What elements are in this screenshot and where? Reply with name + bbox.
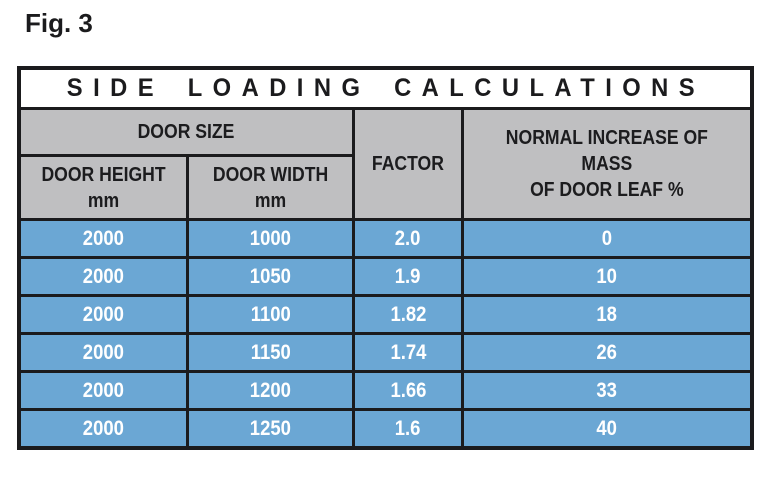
table-row: 2000 1050 1.9 10: [17, 256, 754, 297]
cell-door-height: 2000: [17, 256, 190, 297]
cell-value: 1000: [249, 226, 292, 250]
cell-door-width: 1150: [186, 332, 355, 373]
cell-value: 2000: [83, 416, 125, 440]
table-title-row: SIDE LOADING CALCULATIONS: [17, 66, 754, 110]
cell-door-width: 1100: [186, 294, 355, 335]
cell-value: 1100: [250, 302, 291, 326]
header-factor: FACTOR: [351, 107, 465, 221]
header-door-size: DOOR SIZE: [17, 107, 355, 157]
table-title-cell: SIDE LOADING CALCULATIONS: [17, 66, 754, 110]
cell-value: 0: [601, 226, 613, 250]
cell-value: 1.82: [390, 302, 427, 326]
cell-value: 2.0: [395, 226, 421, 250]
header-door-size-text: DOOR SIZE: [138, 121, 235, 143]
cell-value: 1.74: [390, 340, 427, 364]
cell-value: 2000: [83, 226, 125, 250]
cell-factor: 1.74: [351, 332, 465, 373]
cell-value: 2000: [83, 378, 125, 402]
cell-value: 18: [596, 302, 618, 326]
table-title-text: SIDE LOADING CALCULATIONS: [66, 74, 705, 102]
cell-door-width: 1200: [186, 370, 355, 411]
cell-factor: 1.9: [351, 256, 465, 297]
cell-door-width: 1250: [186, 408, 355, 450]
cell-increase: 18: [461, 294, 754, 335]
table-row: 2000 1150 1.74 26: [17, 332, 754, 373]
cell-value: 26: [596, 340, 618, 364]
header-door-height-unit: mm: [87, 189, 120, 212]
cell-door-height: 2000: [17, 332, 190, 373]
table-row: 2000 1000 2.0 0: [17, 218, 754, 259]
table-row: 2000 1100 1.82 18: [17, 294, 754, 335]
cell-factor: 2.0: [351, 218, 465, 259]
header-normal-increase-line2: OF DOOR LEAF %: [530, 179, 684, 201]
figure-label: Fig. 3: [25, 8, 93, 38]
cell-value: 1.66: [390, 378, 427, 402]
header-normal-increase: NORMAL INCREASE OF MASS OF DOOR LEAF %: [461, 107, 754, 221]
header-door-height: DOOR HEIGHT mm: [17, 154, 190, 221]
table-row: 2000 1200 1.66 33: [17, 370, 754, 411]
cell-value: 1050: [249, 264, 292, 288]
cell-value: 2000: [83, 340, 125, 364]
cell-increase: 33: [461, 370, 754, 411]
cell-value: 2000: [83, 264, 125, 288]
cell-factor: 1.66: [351, 370, 465, 411]
cell-value: 40: [596, 416, 618, 440]
table-row: 2000 1250 1.6 40: [17, 408, 754, 450]
cell-increase: 10: [461, 256, 754, 297]
cell-door-width: 1000: [186, 218, 355, 259]
cell-factor: 1.82: [351, 294, 465, 335]
cell-door-height: 2000: [17, 218, 190, 259]
cell-value: 10: [596, 264, 618, 288]
header-factor-text: FACTOR: [372, 153, 445, 175]
header-normal-increase-line1: NORMAL INCREASE OF MASS: [506, 127, 709, 175]
cell-increase: 40: [461, 408, 754, 450]
header-door-width: DOOR WIDTH mm: [186, 154, 355, 221]
cell-door-height: 2000: [17, 370, 190, 411]
cell-value: 1250: [249, 416, 292, 440]
cell-value: 1200: [249, 378, 292, 402]
cell-door-height: 2000: [17, 408, 190, 450]
header-door-width-line1: DOOR WIDTH: [212, 163, 329, 186]
cell-door-height: 2000: [17, 294, 190, 335]
cell-value: 2000: [83, 302, 125, 326]
header-door-width-unit: mm: [254, 189, 287, 212]
subheader-row: DOOR HEIGHT mm DOOR WIDTH mm: [17, 154, 752, 221]
cell-factor: 1.6: [351, 408, 465, 450]
header-door-height-line1: DOOR HEIGHT: [41, 163, 166, 186]
cell-door-width: 1050: [186, 256, 355, 297]
header-row-group: DOOR SIZE FACTOR NORMAL INCREASE OF MASS…: [17, 107, 754, 221]
cell-increase: 26: [461, 332, 754, 373]
cell-value: 33: [596, 378, 618, 402]
side-loading-calculations-table: SIDE LOADING CALCULATIONS DOOR SIZE FACT…: [17, 66, 754, 450]
header-normal-increase-text: NORMAL INCREASE OF MASS OF DOOR LEAF %: [481, 125, 732, 203]
cell-value: 1.6: [395, 416, 421, 440]
cell-value: 1.9: [395, 264, 421, 288]
header-door-width-text: DOOR WIDTH mm: [213, 162, 328, 214]
header-door-height-text: DOOR HEIGHT mm: [41, 162, 165, 214]
cell-increase: 0: [461, 218, 754, 259]
cell-value: 1150: [250, 340, 291, 364]
